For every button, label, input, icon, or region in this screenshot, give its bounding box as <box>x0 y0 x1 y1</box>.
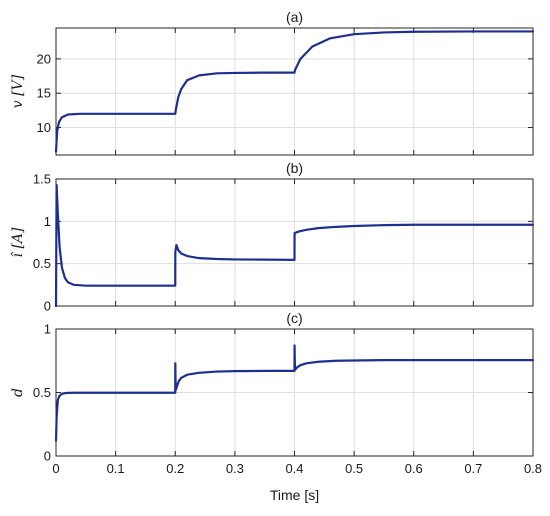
panel-b-ytick-label: 0 <box>44 299 51 314</box>
panel-c-xtick-label: 0.3 <box>226 461 244 476</box>
panel-c-xtick-label: 0.1 <box>107 461 125 476</box>
panel-a-ytick-label: 20 <box>37 51 51 66</box>
panel-c-xtick-label: 0.6 <box>405 461 423 476</box>
panel-b-title: (b) <box>286 160 303 176</box>
panel-b-ylabel: î [A] <box>10 227 26 258</box>
panel-c-xtick-label: 0.7 <box>464 461 482 476</box>
panel-b-ytick-label: 1.5 <box>33 172 51 187</box>
panel-c-xtick-label: 0.4 <box>285 461 303 476</box>
panel-b-ytick-label: 0.5 <box>33 256 51 271</box>
panel-c-xtick-label: 0.2 <box>166 461 184 476</box>
panel-a-ytick-label: 10 <box>37 120 51 135</box>
panel-c-ytick-label: 0.5 <box>33 385 51 400</box>
panel-b: 0 0.5 1 1.5 (b) î [A] <box>10 160 535 314</box>
panel-c-ylabel: d <box>10 388 26 397</box>
panel-a-ytick-label: 15 <box>37 86 51 101</box>
panel-c-series-line <box>54 344 535 442</box>
panel-c-xtick-label: 0 <box>52 461 59 476</box>
panel-a-title: (a) <box>286 9 303 25</box>
panel-a-series-line <box>54 30 535 153</box>
panel-a: 10 15 20 (a) v [V] <box>10 9 535 156</box>
panel-c-xtick-label: 0.5 <box>345 461 363 476</box>
panel-a-ylabel: v [V] <box>10 74 26 108</box>
panel-c: 0 0.1 0.2 0.3 0.4 0.5 0.6 0.7 0.8 0 0.5 1 (c) d <box>10 310 542 476</box>
panel-c-xtick-label: 0.8 <box>524 461 542 476</box>
panel-c-title: (c) <box>286 310 302 326</box>
panel-b-series-line <box>54 183 535 308</box>
x-axis-label: Time [s] <box>270 487 319 503</box>
panel-b-ytick-label: 1 <box>44 214 51 229</box>
panel-c-ytick-label: 0 <box>44 449 51 464</box>
panel-c-ytick-label: 1 <box>44 322 51 337</box>
